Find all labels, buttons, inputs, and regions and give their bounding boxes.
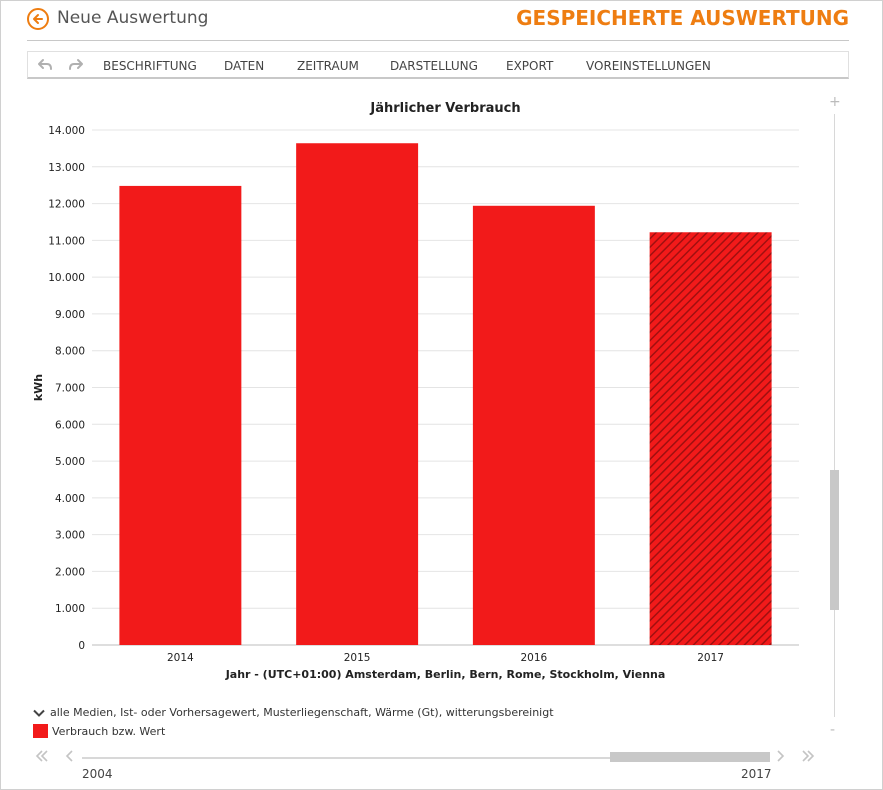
y-tick-label: 13.000 xyxy=(48,162,85,174)
vertical-scroll-thumb[interactable] xyxy=(830,470,839,610)
chevron-left-icon[interactable] xyxy=(64,749,74,763)
saved-evaluation-title: GESPEICHERTE AUSWERTUNG xyxy=(516,6,849,30)
page-title: Neue Auswertung xyxy=(57,8,209,28)
y-axis-label: kWh xyxy=(32,374,45,401)
menu-darstellung[interactable]: DARSTELLUNG xyxy=(390,59,478,73)
legend-swatch xyxy=(33,724,48,738)
y-tick-label: 11.000 xyxy=(48,235,85,247)
x-axis-label: Jahr - (UTC+01:00) Amsterdam, Berlin, Be… xyxy=(225,668,666,681)
menu-zeitraum[interactable]: ZEITRAUM xyxy=(297,59,359,73)
y-tick-label: 3.000 xyxy=(55,530,85,542)
toolbar: BESCHRIFTUNG DATEN ZEITRAUM DARSTELLUNG … xyxy=(27,51,849,79)
header: Neue Auswertung GESPEICHERTE AUSWERTUNG xyxy=(0,0,883,40)
header-divider xyxy=(27,40,849,41)
bar-2014[interactable] xyxy=(119,185,242,645)
y-tick-label: 1.000 xyxy=(55,603,85,615)
x-tick-label: 2016 xyxy=(521,652,548,664)
bar-2016[interactable] xyxy=(472,205,595,645)
bar-chart: Jährlicher Verbrauch 0 1.000 2.000 3.000 4.00… xyxy=(32,101,799,681)
double-chevron-right-icon[interactable] xyxy=(801,749,815,763)
y-tick-label: 14.000 xyxy=(48,125,85,137)
menu-voreinstellungen[interactable]: VOREINSTELLUNGEN xyxy=(586,59,711,73)
bar-2017[interactable] xyxy=(649,232,772,645)
zoom-in-button[interactable]: + xyxy=(829,94,841,110)
undo-icon[interactable] xyxy=(37,57,53,73)
bar-2015[interactable] xyxy=(296,143,419,645)
horizontal-scroll-thumb[interactable] xyxy=(610,752,770,762)
back-button[interactable] xyxy=(27,8,49,30)
horizontal-scroll-track[interactable] xyxy=(82,757,770,759)
chart-container: Jährlicher Verbrauch 0 1.000 2.000 3.000 4.00… xyxy=(0,90,820,690)
y-tick-label: 8.000 xyxy=(55,346,85,358)
y-tick-label: 6.000 xyxy=(55,419,85,431)
chevron-right-icon[interactable] xyxy=(776,749,786,763)
range-start-label: 2004 xyxy=(82,767,113,781)
x-tick-label: 2014 xyxy=(167,652,194,664)
menu-beschriftung[interactable]: BESCHRIFTUNG xyxy=(103,59,197,73)
range-end-label: 2017 xyxy=(741,767,772,781)
y-tick-label: 2.000 xyxy=(55,566,85,578)
menu-daten[interactable]: DATEN xyxy=(224,59,265,73)
arrow-left-icon xyxy=(33,14,43,24)
y-tick-label: 12.000 xyxy=(48,199,85,211)
vertical-scroll-track[interactable] xyxy=(834,114,835,717)
x-tick-label: 2017 xyxy=(697,652,724,664)
legend-info-text: alle Medien, Ist- oder Vorhersagewert, M… xyxy=(50,706,554,719)
chart-title: Jährlicher Verbrauch xyxy=(369,101,520,116)
legend-info: alle Medien, Ist- oder Vorhersagewert, M… xyxy=(33,706,554,719)
x-tick-label: 2015 xyxy=(344,652,371,664)
menu-export[interactable]: EXPORT xyxy=(506,59,554,73)
y-tick-label: 5.000 xyxy=(55,456,85,468)
chevron-down-icon[interactable] xyxy=(33,707,45,719)
y-tick-label: 7.000 xyxy=(55,383,85,395)
y-tick-label: 0 xyxy=(78,640,85,652)
y-tick-label: 10.000 xyxy=(48,272,85,284)
zoom-out-button[interactable]: - xyxy=(830,722,836,738)
legend-series-item[interactable]: Verbrauch bzw. Wert xyxy=(33,724,165,738)
double-chevron-left-icon[interactable] xyxy=(35,749,49,763)
y-tick-label: 9.000 xyxy=(55,309,85,321)
redo-icon[interactable] xyxy=(68,57,84,73)
y-tick-label: 4.000 xyxy=(55,493,85,505)
legend-series-label: Verbrauch bzw. Wert xyxy=(52,724,166,738)
